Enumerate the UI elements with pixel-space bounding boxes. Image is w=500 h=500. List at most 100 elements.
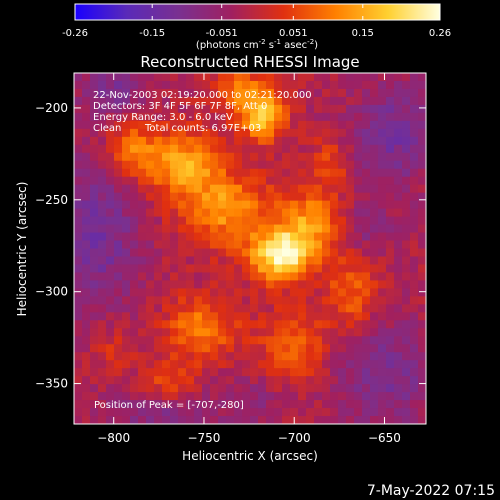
heatmap-cell xyxy=(194,80,203,90)
heatmap-cell xyxy=(226,160,235,170)
heatmap-cell xyxy=(314,240,323,250)
heatmap-cell xyxy=(226,248,235,258)
heatmap-cell xyxy=(394,312,403,321)
heatmap-cell xyxy=(338,80,347,90)
heatmap-cell xyxy=(154,112,163,122)
heatmap-cell xyxy=(202,232,211,242)
heatmap-cell xyxy=(290,408,299,417)
heatmap-cell xyxy=(170,144,179,154)
heatmap-cell xyxy=(138,248,147,258)
heatmap-cell xyxy=(298,112,307,122)
heatmap-cell xyxy=(410,328,419,337)
heatmap-cell xyxy=(178,248,187,258)
heatmap-cell xyxy=(346,136,355,146)
heatmap-cell xyxy=(90,120,99,130)
heatmap-cell xyxy=(130,328,139,337)
heatmap-cell xyxy=(370,88,379,98)
heatmap-cell xyxy=(338,408,347,417)
heatmap-cell xyxy=(386,320,395,329)
heatmap-cell xyxy=(162,384,171,393)
heatmap-cell xyxy=(106,392,115,401)
heatmap-cell xyxy=(194,400,203,409)
heatmap-cell xyxy=(90,168,99,178)
heatmap-cell xyxy=(322,136,331,146)
heatmap-cell xyxy=(226,200,235,210)
heatmap-cell xyxy=(322,144,331,154)
heatmap-cell xyxy=(330,176,339,186)
heatmap-cell xyxy=(154,344,163,353)
heatmap-cell xyxy=(402,248,411,258)
heatmap-cell xyxy=(186,320,195,329)
heatmap-cell xyxy=(346,320,355,329)
heatmap-cell xyxy=(282,80,291,90)
heatmap-cell xyxy=(154,328,163,337)
heatmap-cell xyxy=(354,120,363,130)
heatmap-cell xyxy=(106,240,115,250)
heatmap-cell xyxy=(106,208,115,218)
heatmap-cell xyxy=(226,376,235,385)
heatmap-cell xyxy=(242,136,251,146)
heatmap-cell xyxy=(194,408,203,417)
heatmap-cell xyxy=(162,352,171,361)
heatmap-cell xyxy=(322,304,331,313)
heatmap-cell xyxy=(410,376,419,385)
plot-frame xyxy=(73,72,427,425)
heatmap-cell xyxy=(250,136,259,146)
heatmap-cell xyxy=(314,128,323,138)
heatmap-cell xyxy=(362,416,371,424)
heatmap-cell xyxy=(82,400,91,409)
heatmap-cell xyxy=(378,320,387,329)
heatmap-cell xyxy=(322,256,331,266)
heatmap-cell xyxy=(386,328,395,337)
heatmap-cell xyxy=(90,160,99,170)
heatmap-cell xyxy=(410,80,419,90)
heatmap-cell xyxy=(258,224,267,234)
heatmap-cell xyxy=(410,368,419,377)
heatmap-cell xyxy=(370,296,379,305)
heatmap-cell xyxy=(306,200,315,210)
heatmap-cell xyxy=(218,192,227,202)
heatmap-cell xyxy=(202,152,211,162)
heatmap-cell xyxy=(418,224,426,234)
heatmap-cell xyxy=(378,88,387,98)
heatmap-cell xyxy=(138,136,147,146)
heatmap-cell xyxy=(410,73,419,82)
heatmap-cell xyxy=(274,160,283,170)
heatmap-cell xyxy=(242,200,251,210)
heatmap-cell xyxy=(162,392,171,401)
heatmap-cell xyxy=(314,312,323,321)
heatmap-cell xyxy=(370,144,379,154)
heatmap-cell xyxy=(202,160,211,170)
heatmap-cell xyxy=(154,136,163,146)
heatmap-cell xyxy=(386,272,395,282)
heatmap-cell xyxy=(362,200,371,210)
heatmap-cell xyxy=(370,208,379,218)
heatmap-cell xyxy=(178,136,187,146)
heatmap-cell xyxy=(386,120,395,130)
heatmap-cell xyxy=(250,224,259,234)
heatmap-cell xyxy=(98,312,107,321)
heatmap-cell xyxy=(82,280,91,289)
heatmap-cell xyxy=(218,384,227,393)
heatmap-cell xyxy=(266,120,275,130)
heatmap-cell xyxy=(138,160,147,170)
heatmap-cell xyxy=(122,248,131,258)
heatmap-cell xyxy=(402,376,411,385)
heatmap-cell xyxy=(218,392,227,401)
heatmap-cell xyxy=(266,280,275,289)
heatmap-cell xyxy=(178,232,187,242)
heatmap-cell xyxy=(402,160,411,170)
heatmap-cell xyxy=(378,73,387,82)
heatmap-cell xyxy=(138,176,147,186)
heatmap-cell xyxy=(74,136,83,146)
heatmap-cell xyxy=(146,400,155,409)
heatmap-cell xyxy=(402,73,411,82)
heatmap-cell xyxy=(202,352,211,361)
heatmap-cell xyxy=(106,184,115,194)
heatmap-cell xyxy=(386,73,395,82)
heatmap-cell xyxy=(410,88,419,98)
heatmap-cell xyxy=(218,152,227,162)
heatmap-cell xyxy=(162,272,171,282)
heatmap-cell xyxy=(186,344,195,353)
heatmap-cell xyxy=(98,264,107,274)
